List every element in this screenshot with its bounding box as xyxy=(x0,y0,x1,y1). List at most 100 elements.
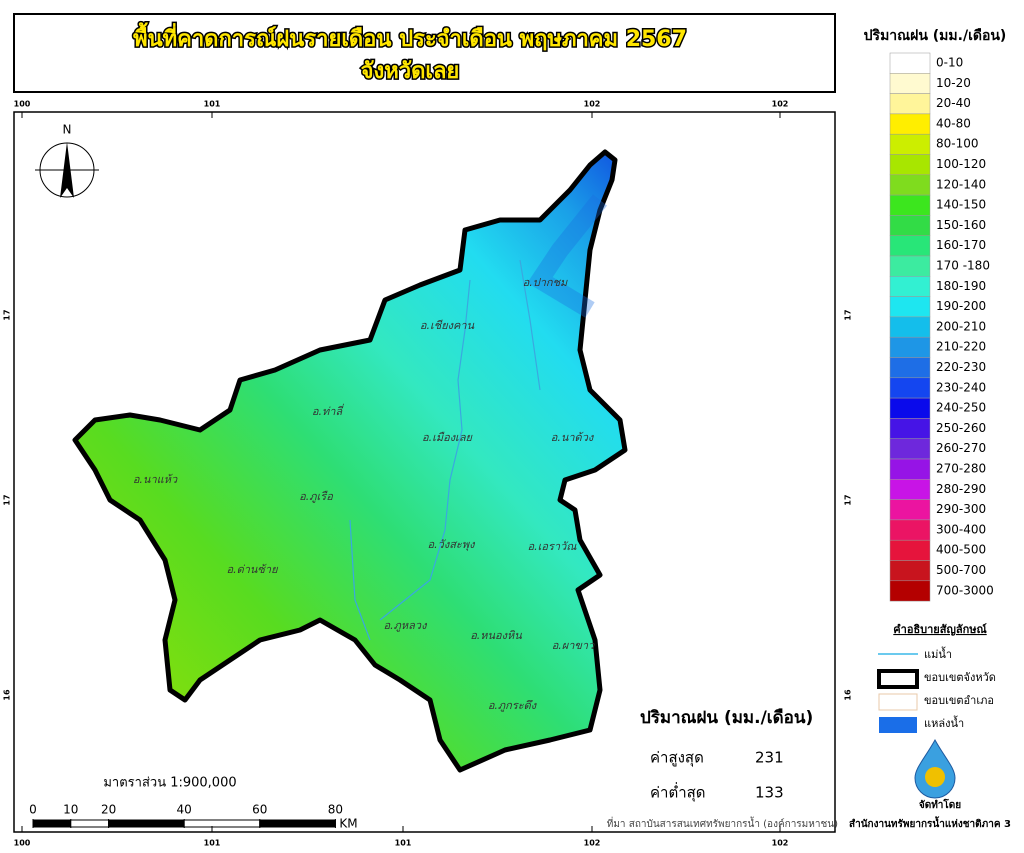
scale-segment xyxy=(183,819,261,828)
legend-label: 120-140 xyxy=(936,177,986,191)
legend-label: 100-120 xyxy=(936,157,986,171)
legend-swatch xyxy=(889,580,931,602)
legend-label: 140-150 xyxy=(936,198,986,212)
legend-label: 300-400 xyxy=(936,522,986,536)
legend-swatch xyxy=(889,519,931,541)
scale-segment xyxy=(108,819,185,828)
coord-label: 102 xyxy=(772,100,789,109)
source: ที่มา สถาบันสารสนเทศทรัพยากรน้ำ (องค์การ… xyxy=(607,816,838,830)
credit-label: จัดทำโดย xyxy=(919,798,961,811)
legend-label: 10-20 xyxy=(936,76,971,90)
legend-title: ปริมาณฝน (มม./เดือน) xyxy=(864,28,1007,44)
legend-swatch xyxy=(889,113,931,135)
legend-label: 190-200 xyxy=(936,299,986,313)
north-arrow: N xyxy=(35,123,99,198)
legend-swatch xyxy=(889,296,931,318)
legend-swatch xyxy=(889,215,931,236)
legend-label: 160-170 xyxy=(936,238,986,252)
legend-label: 20-40 xyxy=(936,96,971,110)
district-label: อ.ผาขาว xyxy=(552,639,595,652)
legend-swatch xyxy=(889,479,931,500)
scale-tick-label: 60 xyxy=(252,803,267,817)
scale-tick-label: 0 xyxy=(29,803,37,817)
north-label: N xyxy=(63,123,72,137)
legend-swatch xyxy=(889,539,931,561)
legend-label: 230-240 xyxy=(936,380,986,394)
district-label: อ.นาด้วง xyxy=(551,431,595,444)
legend-label: 290-300 xyxy=(936,502,986,516)
scale-tick-label: 10 xyxy=(63,803,78,817)
title: พื้นที่คาดการณ์ฝนรายเดือน ประจำเดือน พฤษ… xyxy=(133,22,687,52)
legend-swatch xyxy=(889,560,931,582)
district-label: อ.นาแห้ว xyxy=(133,473,178,486)
legend-label: 150-160 xyxy=(936,218,986,232)
legend-label: 240-250 xyxy=(936,401,986,415)
coord-label: 101 xyxy=(395,839,412,848)
legend-label: 260-270 xyxy=(936,441,986,455)
title-box xyxy=(13,13,836,93)
legend-label: 40-80 xyxy=(936,116,971,130)
legend-swatch xyxy=(889,235,931,257)
summary-title: ปริมาณฝน (มม./เดือน) xyxy=(640,707,813,728)
coord-label: 17 xyxy=(3,494,12,505)
legend-swatch xyxy=(889,73,931,94)
legend-label: 250-260 xyxy=(936,421,986,435)
legend-label: 200-210 xyxy=(936,319,986,333)
district-label: อ.ด่านซ้าย xyxy=(226,563,279,576)
legend-swatch xyxy=(889,316,931,338)
legend-swatch xyxy=(889,52,931,74)
district-label: อ.เอราวัณ xyxy=(528,540,578,553)
symbol-label: ขอบเขตจังหวัด xyxy=(924,671,996,684)
coord-label: 101 xyxy=(204,100,221,109)
scale-segment xyxy=(70,819,110,828)
coord-label: 16 xyxy=(844,689,853,701)
symbols-title: คำอธิบายสัญลักษณ์ xyxy=(893,623,987,636)
district-label: อ.ภูหลวง xyxy=(384,619,429,632)
legend-label: 500-700 xyxy=(936,563,986,577)
district-label: อ.ท่าลี่ xyxy=(312,403,344,418)
scale-tick-label: 20 xyxy=(101,803,116,817)
legend-swatch xyxy=(889,154,931,176)
title: จังหวัดเลย xyxy=(361,59,460,84)
coord-label: 102 xyxy=(584,100,601,109)
province-area xyxy=(72,149,628,773)
coord-label: 16 xyxy=(3,689,12,701)
scale-tick-label: 40 xyxy=(177,803,192,817)
scale-tick-label: 80 xyxy=(328,803,343,817)
legend-label: 180-190 xyxy=(936,279,986,293)
legend-swatch xyxy=(889,255,931,277)
symbol-label: ขอบเขตอำเภอ xyxy=(924,694,994,707)
legend-label: 170 -180 xyxy=(936,259,990,273)
coord-label: 17 xyxy=(844,494,853,505)
legend-label: 400-500 xyxy=(936,543,986,557)
credit-org: สำนักงานทรัพยากรน้ำแห่งชาติภาค 3 xyxy=(849,816,1011,830)
legend-swatch xyxy=(889,499,931,521)
coord-label: 100 xyxy=(14,839,31,848)
legend-swatch xyxy=(889,458,931,480)
coord-label: 100 xyxy=(14,100,31,109)
scale-segment xyxy=(32,819,72,828)
legend-label: 80-100 xyxy=(936,137,979,151)
river xyxy=(349,259,541,641)
legend-swatch xyxy=(889,336,931,358)
min-value: 133 xyxy=(755,784,784,802)
coord-label: 102 xyxy=(584,839,601,848)
coord-label: 17 xyxy=(3,309,12,320)
legend-swatch xyxy=(889,357,931,379)
coord-label: 102 xyxy=(772,839,789,848)
legend-swatch xyxy=(889,93,931,115)
min-label: ค่าต่ำสุด xyxy=(650,782,706,803)
district-label: อ.ปากชม xyxy=(523,276,568,289)
legend-label: 700-3000 xyxy=(936,583,994,597)
district-label: อ.เมืองเลย xyxy=(422,431,474,444)
legend-label: 270-280 xyxy=(936,462,986,476)
legend-swatch xyxy=(889,377,931,399)
coord-label: 101 xyxy=(204,839,221,848)
symbol-label: แหล่งน้ำ xyxy=(924,715,964,730)
logo xyxy=(914,738,956,799)
coord-label: 17 xyxy=(844,309,853,320)
water-region xyxy=(527,194,608,318)
legend-label: 0-10 xyxy=(936,56,963,70)
